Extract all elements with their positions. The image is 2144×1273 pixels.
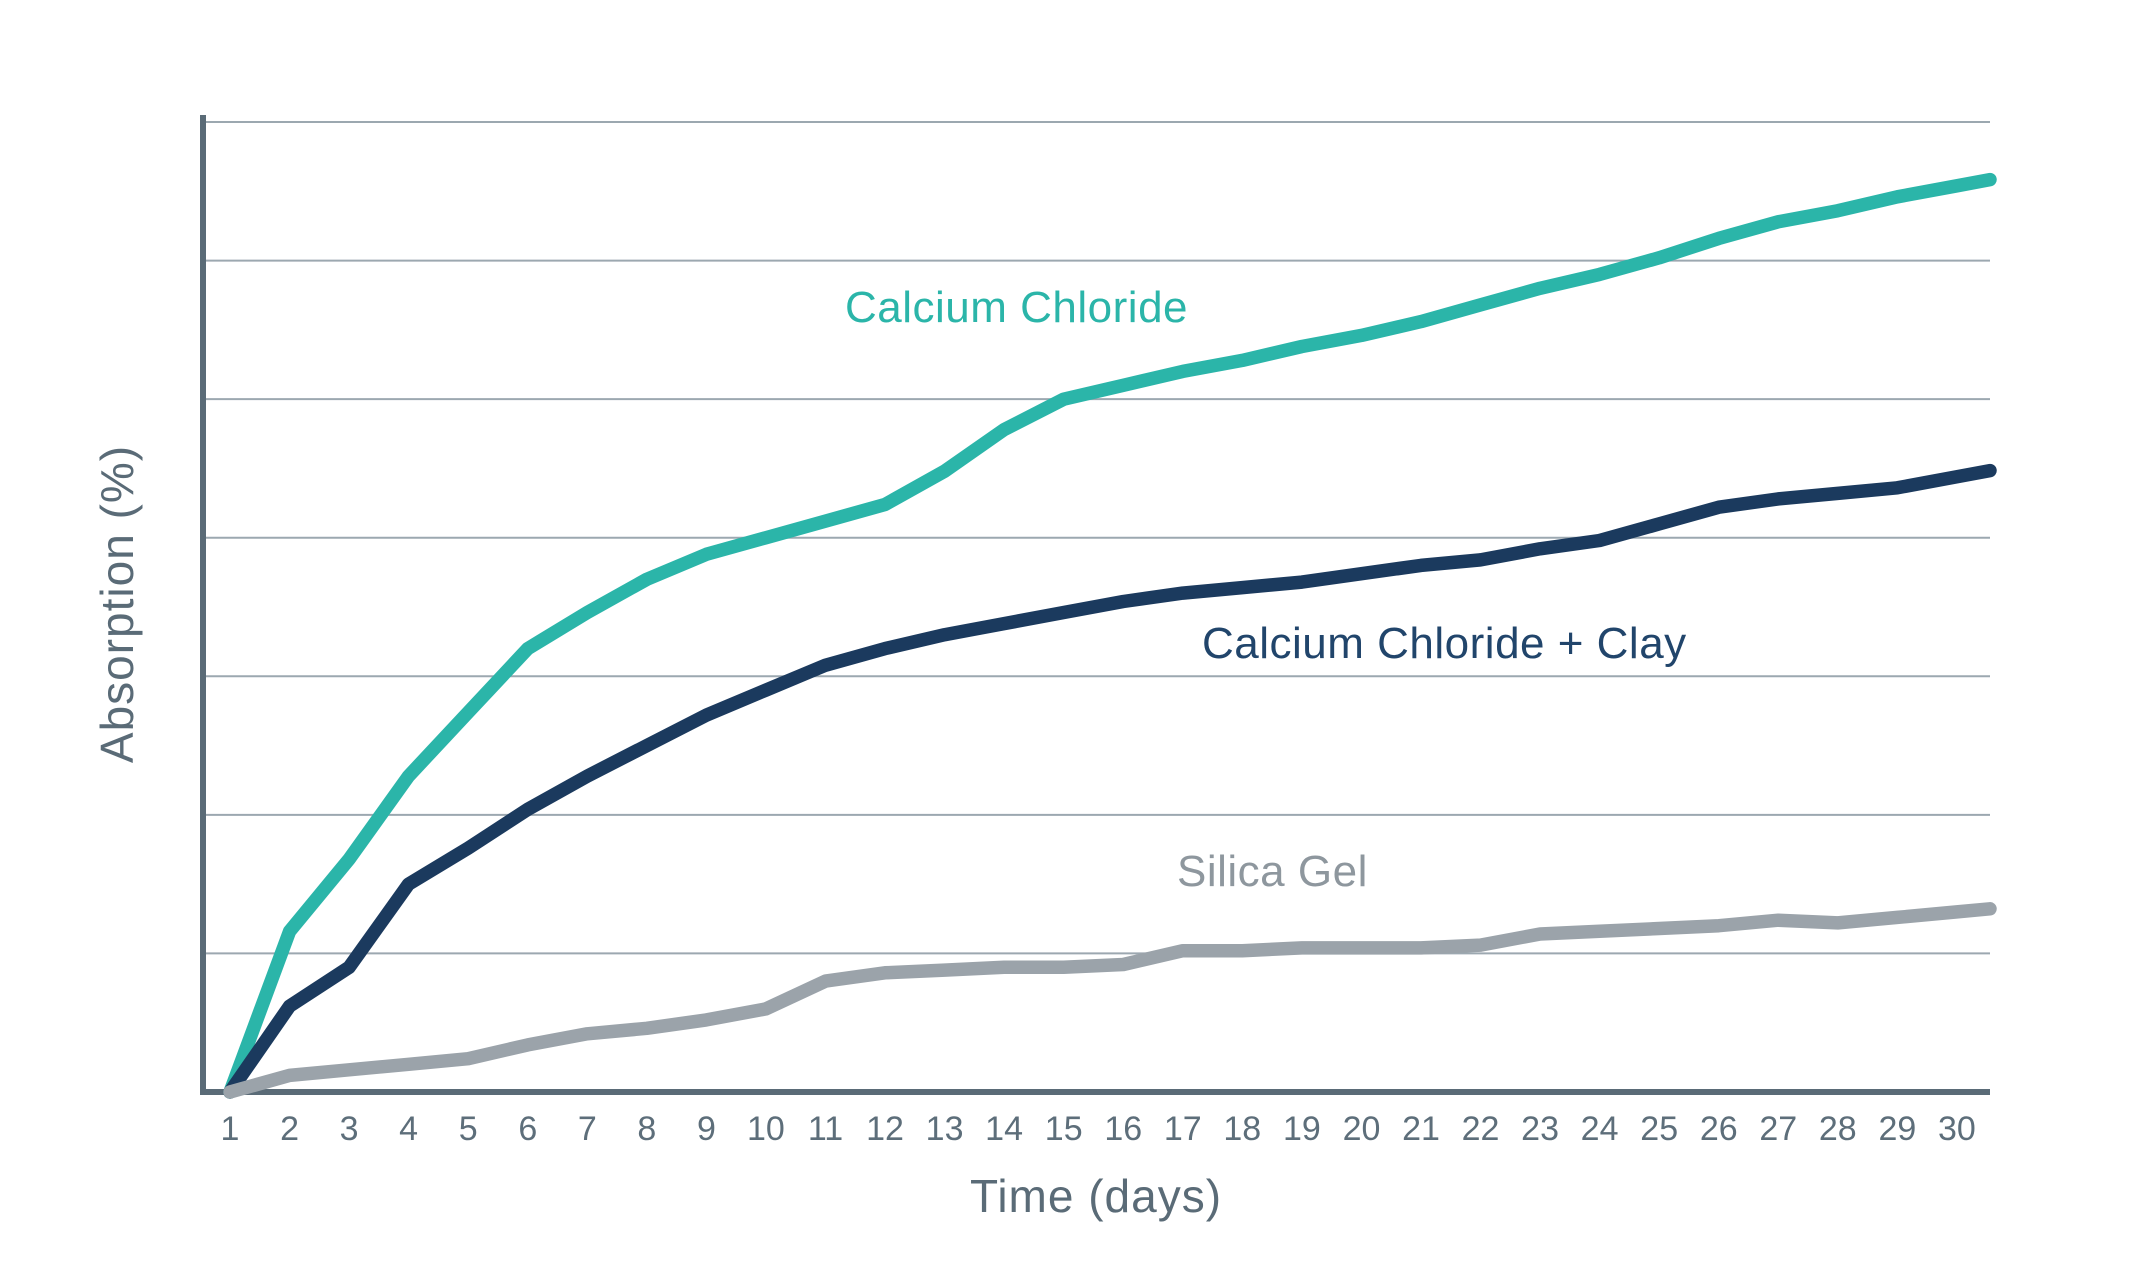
x-tick-label: 8: [637, 1110, 656, 1148]
series-label-calcium-chloride: Calcium Chloride: [845, 283, 1188, 332]
x-tick-label: 26: [1700, 1110, 1738, 1148]
x-tick-label: 20: [1343, 1110, 1381, 1148]
x-tick-label: 13: [926, 1110, 964, 1148]
x-tick-label: 19: [1283, 1110, 1321, 1148]
x-tick-label: 29: [1878, 1110, 1916, 1148]
series-line-calcium-chloride-clay: [223, 463, 1997, 1099]
x-tick-label: 6: [518, 1110, 537, 1148]
x-tick-label: 21: [1402, 1110, 1440, 1148]
x-tick-label: 10: [747, 1110, 785, 1148]
x-tick-label: 24: [1581, 1110, 1619, 1148]
x-tick-label: 23: [1521, 1110, 1559, 1148]
series-label-calcium-chloride-clay: Calcium Chloride + Clay: [1202, 619, 1687, 668]
series-line-silica-gel: [223, 902, 1997, 1099]
x-tick-label: 5: [459, 1110, 478, 1148]
x-tick-label: 28: [1819, 1110, 1857, 1148]
y-axis-title: Absorption (%): [91, 445, 143, 763]
x-tick-label: 11: [808, 1110, 843, 1148]
x-tick-label: 15: [1045, 1110, 1083, 1148]
axes: [200, 115, 1990, 1095]
x-tick-label: 30: [1938, 1110, 1976, 1148]
series-line-calcium-chloride: [223, 172, 1997, 1099]
x-tick-label: 7: [578, 1110, 597, 1148]
series-label-silica-gel: Silica Gel: [1177, 847, 1368, 896]
series-lines: [223, 172, 1997, 1099]
x-tick-label: 2: [280, 1110, 299, 1148]
x-tick-label: 12: [866, 1110, 904, 1148]
x-axis-title: Time (days): [970, 1170, 1222, 1222]
x-tick-label: 4: [399, 1110, 418, 1148]
x-axis-tick-labels: 1 2 3 4 5 6 7 8 9 10 11 12 13 14 15 16 17 18 19 20 21 22 23 24 2…: [221, 1110, 1976, 1148]
x-tick-label: 3: [340, 1110, 359, 1148]
x-tick-label: 22: [1462, 1110, 1500, 1148]
gridlines: [203, 121, 1990, 955]
x-tick-label: 9: [697, 1110, 716, 1148]
x-tick-label: 1: [221, 1110, 240, 1148]
x-tick-label: 25: [1640, 1110, 1678, 1148]
x-tick-label: 27: [1759, 1110, 1797, 1148]
x-tick-label: 14: [985, 1110, 1023, 1148]
axis-lines: [200, 115, 1990, 1095]
x-tick-label: 18: [1223, 1110, 1261, 1148]
x-tick-label: 17: [1164, 1110, 1202, 1148]
x-tick-label: 16: [1104, 1110, 1142, 1148]
